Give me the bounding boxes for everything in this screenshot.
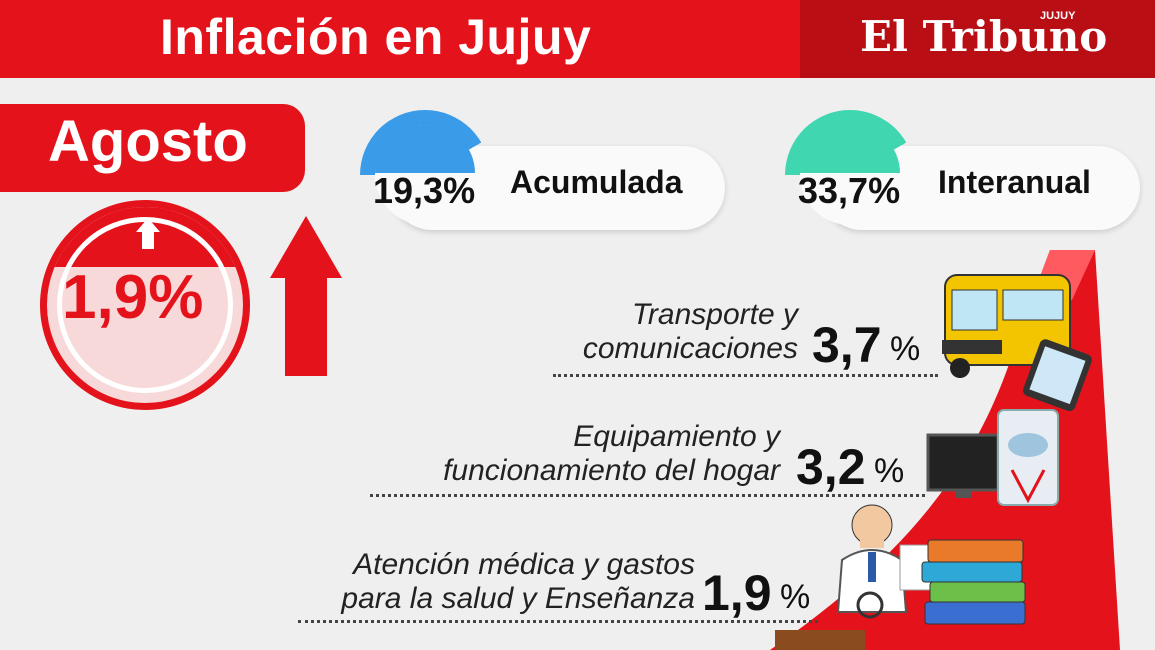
accumulated-value: 19,3% <box>373 170 476 211</box>
dotted-divider <box>298 620 818 623</box>
washing-machine-icon <box>997 409 1059 506</box>
month-label: Agosto <box>48 109 248 174</box>
logo-sub: JUJUY <box>1040 10 1076 22</box>
monthly-circle <box>40 200 250 410</box>
up-arrow-stem <box>285 276 327 376</box>
books-icon <box>775 539 1026 650</box>
phone-icon <box>1023 339 1092 412</box>
category-line2: comunicaciones <box>582 332 798 365</box>
category-line2: funcionamiento del hogar <box>443 454 780 487</box>
dotted-divider <box>370 494 925 497</box>
interannual-label: Interanual <box>938 164 1091 200</box>
interannual-value: 33,7% <box>798 170 901 211</box>
up-arrow-icon <box>270 216 342 278</box>
category-label-health: Atención médica y gastos para la salud y… <box>290 548 695 616</box>
category-label-transport: Transporte y comunicaciones <box>500 298 798 366</box>
up-arrow-small-stem <box>142 231 154 249</box>
category-line1: Transporte y <box>631 298 798 331</box>
category-line2: para la salud y Enseñanza <box>341 582 695 615</box>
tv-icon <box>926 433 1000 498</box>
category-pct-household: % <box>874 452 905 490</box>
category-pct-health: % <box>780 578 811 616</box>
dotted-divider <box>553 374 938 377</box>
category-line1: Equipamiento y <box>573 420 780 453</box>
category-value-health: 1,9 <box>702 565 772 621</box>
category-line1: Atención médica y gastos <box>353 548 695 581</box>
up-arrow-small-icon <box>136 218 160 232</box>
monthly-value: 1,9% <box>62 263 204 332</box>
logo-box <box>800 0 1155 78</box>
month-pill <box>0 104 305 192</box>
category-value-household: 3,2 <box>796 439 866 495</box>
category-pct-transport: % <box>890 330 921 368</box>
page-title: Inflación en Jujuy <box>160 9 592 65</box>
accumulated-label: Acumulada <box>510 164 683 200</box>
category-value-transport: 3,7 <box>812 317 882 373</box>
logo: El Tribuno <box>860 12 1108 61</box>
category-label-household: Equipamiento y funcionamiento del hogar <box>360 420 780 488</box>
